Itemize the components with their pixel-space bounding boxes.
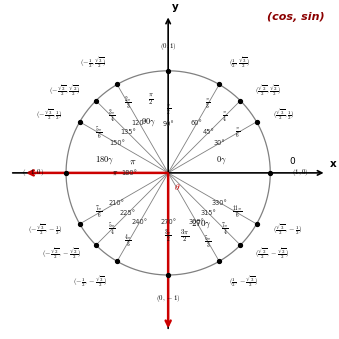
Text: $0°$: $0°$ — [216, 154, 226, 166]
Text: $\pi$: $\pi$ — [112, 168, 118, 177]
Text: 135°: 135° — [120, 129, 136, 136]
Text: 180°: 180° — [121, 170, 137, 176]
Text: $(-\frac{\sqrt{3}}{2},\frac{1}{2})$: $(-\frac{\sqrt{3}}{2},\frac{1}{2})$ — [36, 107, 63, 123]
Text: 300°: 300° — [189, 219, 205, 225]
Text: $\frac{7\pi}{4}$: $\frac{7\pi}{4}$ — [221, 221, 228, 238]
Text: $\pi$: $\pi$ — [129, 156, 136, 166]
Text: $\frac{\pi}{6}$: $\frac{\pi}{6}$ — [235, 126, 240, 140]
Text: $(\frac{\sqrt{3}}{2},\frac{1}{2})$: $(\frac{\sqrt{3}}{2},\frac{1}{2})$ — [273, 107, 295, 123]
Text: $(1,0)$: $(1,0)$ — [292, 167, 308, 178]
Text: 225°: 225° — [120, 210, 136, 216]
Text: y: y — [172, 2, 179, 12]
Text: $(\frac{1}{2},-\frac{\sqrt{3}}{2})$: $(\frac{1}{2},-\frac{\sqrt{3}}{2})$ — [229, 275, 258, 290]
Text: $180°$: $180°$ — [95, 154, 114, 166]
Text: $\frac{3\pi}{2}$: $\frac{3\pi}{2}$ — [164, 228, 172, 245]
Text: $90°$: $90°$ — [141, 116, 156, 128]
Text: 0: 0 — [290, 157, 296, 166]
Text: 270°: 270° — [160, 219, 176, 225]
Text: 45°: 45° — [203, 129, 215, 136]
Text: $\frac{4\pi}{3}$: $\frac{4\pi}{3}$ — [124, 233, 132, 251]
Text: $\frac{5\pi}{4}$: $\frac{5\pi}{4}$ — [108, 221, 116, 237]
Text: $(\frac{\sqrt{3}}{2},-\frac{1}{2})$: $(\frac{\sqrt{3}}{2},-\frac{1}{2})$ — [273, 223, 302, 238]
Text: $(-\frac{\sqrt{3}}{2},-\frac{1}{2})$: $(-\frac{\sqrt{3}}{2},-\frac{1}{2})$ — [28, 223, 63, 238]
Text: $\theta$: $\theta$ — [174, 182, 181, 192]
Text: 210°: 210° — [109, 199, 125, 205]
Text: $(0,1)$: $(0,1)$ — [160, 41, 177, 53]
Text: $\frac{3\pi}{4}$: $\frac{3\pi}{4}$ — [108, 108, 116, 125]
Text: $(-\frac{\sqrt{2}}{2},\frac{\sqrt{2}}{2})$: $(-\frac{\sqrt{2}}{2},\frac{\sqrt{2}}{2}… — [49, 84, 81, 99]
Text: 30°: 30° — [214, 140, 225, 146]
Text: $\frac{5\pi}{6}$: $\frac{5\pi}{6}$ — [95, 125, 103, 141]
Text: 315°: 315° — [201, 210, 217, 216]
Text: 60°: 60° — [191, 120, 203, 126]
Text: (cos, sin): (cos, sin) — [267, 12, 325, 22]
Text: $(\frac{1}{2},\frac{\sqrt{3}}{2})$: $(\frac{1}{2},\frac{\sqrt{3}}{2})$ — [229, 56, 251, 71]
Text: 150°: 150° — [109, 140, 125, 146]
Text: 240°: 240° — [132, 219, 147, 225]
Text: $(0,-1)$: $(0,-1)$ — [156, 293, 180, 304]
Text: 90°: 90° — [162, 121, 174, 127]
Text: $270°$: $270°$ — [191, 218, 211, 230]
Text: $\frac{2\pi}{3}$: $\frac{2\pi}{3}$ — [124, 95, 132, 113]
Text: $(-\frac{1}{2},-\frac{\sqrt{3}}{2})$: $(-\frac{1}{2},-\frac{\sqrt{3}}{2})$ — [73, 275, 107, 290]
Text: $\frac{11\pi}{6}$: $\frac{11\pi}{6}$ — [232, 204, 242, 221]
Text: $(-\frac{1}{2},\frac{\sqrt{3}}{2})$: $(-\frac{1}{2},\frac{\sqrt{3}}{2})$ — [80, 56, 107, 71]
Text: $(\frac{\sqrt{2}}{2},-\frac{\sqrt{2}}{2})$: $(\frac{\sqrt{2}}{2},-\frac{\sqrt{2}}{2}… — [255, 247, 289, 262]
Text: 120°: 120° — [132, 120, 147, 126]
Text: $\frac{\pi}{3}$: $\frac{\pi}{3}$ — [205, 97, 211, 111]
Text: $\frac{3\pi}{2}$: $\frac{3\pi}{2}$ — [180, 227, 190, 245]
Text: $\frac{7\pi}{6}$: $\frac{7\pi}{6}$ — [95, 204, 103, 221]
Text: $\frac{\pi}{4}$: $\frac{\pi}{4}$ — [222, 109, 227, 124]
Text: $\frac{\pi}{2}$: $\frac{\pi}{2}$ — [148, 92, 154, 107]
Text: $(-\frac{\sqrt{2}}{2},-\frac{\sqrt{2}}{2})$: $(-\frac{\sqrt{2}}{2},-\frac{\sqrt{2}}{2… — [42, 247, 81, 262]
Text: $\frac{5\pi}{3}$: $\frac{5\pi}{3}$ — [204, 234, 212, 250]
Text: $(-1,0)$: $(-1,0)$ — [22, 167, 45, 178]
Text: $(\frac{\sqrt{2}}{2},\frac{\sqrt{2}}{2})$: $(\frac{\sqrt{2}}{2},\frac{\sqrt{2}}{2})… — [255, 84, 281, 99]
Text: $\frac{\pi}{2}$: $\frac{\pi}{2}$ — [166, 102, 171, 117]
Text: 330°: 330° — [212, 199, 227, 205]
Text: x: x — [330, 159, 336, 169]
